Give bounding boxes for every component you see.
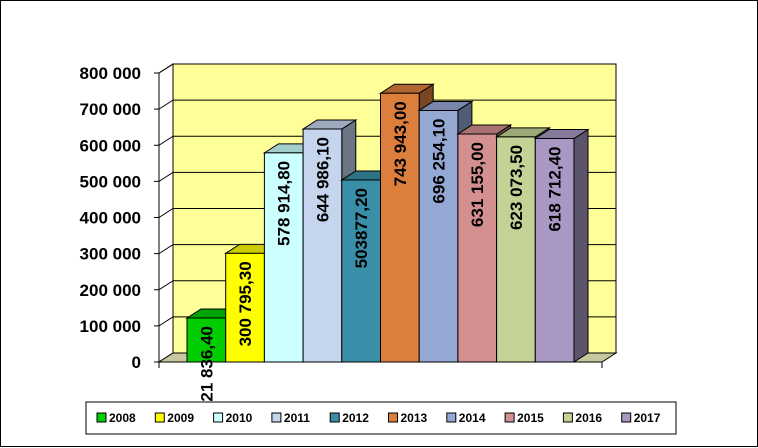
y-axis-ticks: 0 100 000 200 000 300 000 400 000 500 000 600 …	[80, 64, 159, 372]
data-label: 623 073,50	[507, 145, 526, 230]
y-tick-label: 100 000	[80, 317, 141, 336]
legend-label: 2012	[342, 411, 369, 425]
legend-swatch	[96, 412, 107, 423]
legend-swatch	[329, 412, 340, 423]
bar-2017	[533, 128, 590, 363]
bar-front	[534, 137, 575, 363]
data-label: 644 986,10	[313, 137, 332, 222]
bar-front	[418, 109, 459, 363]
legend-item: 2010	[213, 411, 253, 425]
gridline	[158, 63, 616, 74]
y-tick-label: 200 000	[80, 281, 141, 300]
legend-swatch	[504, 412, 515, 423]
data-label: 631 155,00	[468, 142, 487, 227]
y-tick-label: 400 000	[80, 209, 141, 228]
legend-swatch	[213, 412, 224, 423]
legend-swatch	[154, 412, 165, 423]
legend-item: 2009	[154, 411, 194, 425]
legend-label: 2010	[226, 411, 253, 425]
data-labels: 121 836,40 300 795,30 578 914,80 644 986,10…	[197, 101, 564, 411]
bar-front	[341, 179, 381, 363]
legend-swatch	[621, 412, 632, 423]
y-tick-label: 800 000	[80, 64, 141, 83]
data-label: 578 914,80	[275, 161, 294, 246]
y-tick-label: 600 000	[80, 136, 141, 155]
legend-item: 2014	[446, 411, 486, 425]
y-tick-label: 700 000	[80, 100, 141, 119]
bar-front	[380, 92, 420, 363]
data-label: 618 712,40	[546, 146, 565, 231]
legend-item: 2012	[329, 411, 369, 425]
y-tick-label: 500 000	[80, 172, 141, 191]
legend-label: 2013	[401, 411, 428, 425]
legend-swatch	[388, 412, 398, 423]
legend-swatch	[446, 412, 457, 423]
legend-label: 2009	[167, 411, 194, 425]
bars	[185, 83, 590, 363]
bar-front	[457, 133, 498, 363]
data-label: 503877,20	[352, 188, 371, 268]
data-label: 121 836,40	[197, 326, 216, 411]
legend-label: 2017	[634, 411, 661, 425]
bar-front	[263, 152, 304, 363]
legend-item: 2008	[96, 411, 136, 425]
gridline	[158, 99, 616, 110]
legend-label: 2014	[459, 411, 486, 425]
legend-label: 2016	[575, 411, 602, 425]
y-tick-label: 300 000	[80, 245, 141, 264]
legend-box	[85, 401, 677, 435]
legend-swatch	[562, 412, 573, 423]
y-tick-label: 0	[132, 353, 141, 372]
legend-item: 2016	[562, 411, 602, 425]
data-label: 743 943,00	[391, 101, 410, 186]
legend-label: 2008	[109, 411, 136, 425]
legend-item: 2017	[621, 411, 661, 425]
bar-front	[302, 128, 343, 363]
legend-label: 2011	[284, 411, 310, 425]
legend-label: 2015	[517, 411, 544, 425]
bar-front	[496, 136, 536, 363]
data-label: 300 795,30	[236, 261, 255, 346]
legend-swatch	[271, 412, 282, 423]
legend: 2008 2009 2010 2011 2012 2013 2014 2015 2016 2017	[85, 401, 677, 435]
data-label: 696 254,10	[430, 118, 449, 203]
legend-item: 2013	[388, 411, 428, 425]
bar-side	[573, 128, 589, 363]
legend-item: 2011	[271, 411, 310, 425]
legend-item: 2015	[504, 411, 544, 425]
